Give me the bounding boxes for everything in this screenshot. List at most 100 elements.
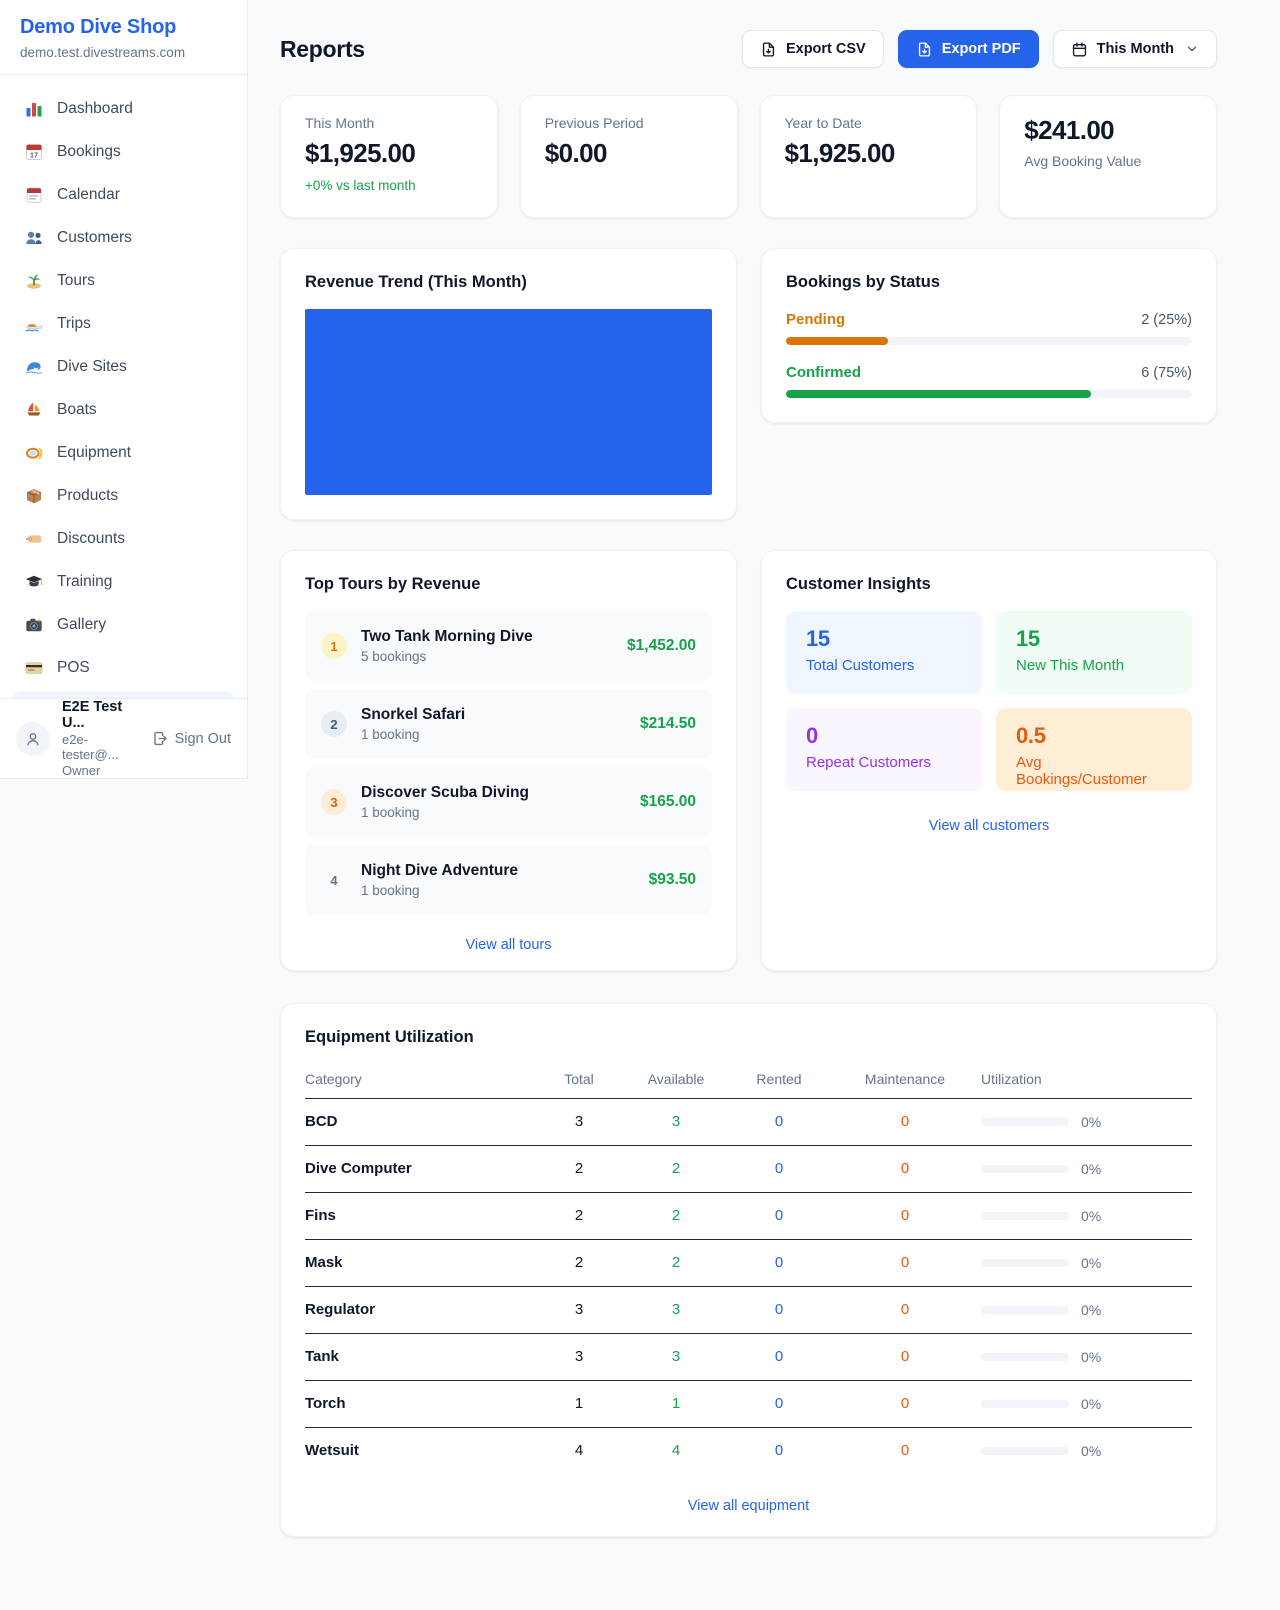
export-pdf-button[interactable]: Export PDF <box>897 30 1039 68</box>
tour-name: Discover Scuba Diving <box>361 784 529 801</box>
brand: Demo Dive Shop demo.test.divestreams.com <box>0 0 247 75</box>
status-label: Confirmed <box>786 364 861 381</box>
icon-discounts <box>24 529 44 549</box>
equipment-row-bcd: BCD 3 3 0 0 0% <box>305 1098 1192 1146</box>
sidebar-item-label: Customers <box>57 229 132 246</box>
top-tours-card: Top Tours by Revenue 1 Two Tank Morning … <box>280 550 737 971</box>
sidebar-item-gallery[interactable]: Gallery <box>12 605 235 645</box>
stat-value: $1,925.00 <box>305 138 416 168</box>
equipment-maintenance: 0 <box>829 1145 981 1193</box>
view-all-equipment-link[interactable]: View all equipment <box>687 1498 810 1514</box>
equipment-maintenance: 0 <box>829 1192 981 1240</box>
stat-card-avg-booking-value: $241.00 Avg Booking Value <box>999 95 1217 218</box>
insight-tile-repeat-customers: 0 Repeat Customers <box>786 708 982 791</box>
icon-dashboard <box>24 99 44 119</box>
stat-label: Year to Date <box>784 115 862 131</box>
insight-value: 0.5 <box>1016 723 1046 748</box>
stat-value: $0.00 <box>544 138 608 168</box>
insight-tile-new-this-month: 15 New This Month <box>996 611 1192 694</box>
col-header-category: Category <box>305 1063 535 1099</box>
sidebar-item-products[interactable]: Products <box>12 476 235 516</box>
insight-value: 15 <box>1016 626 1040 651</box>
sidebar-item-label: Dashboard <box>57 100 133 117</box>
equipment-available: 1 <box>623 1380 729 1428</box>
equipment-utilization-title: Equipment Utilization <box>305 1028 474 1046</box>
stat-card-previous-period: Previous Period $0.00 <box>519 95 738 218</box>
insight-value: 15 <box>806 626 830 651</box>
sidebar-item-label: Discounts <box>57 530 126 547</box>
sidebar-nav: Dashboard 17 Bookings Calendar Customers… <box>0 75 247 688</box>
sidebar-item-bookings[interactable]: 17 Bookings <box>12 132 235 172</box>
utilization-percent: 0% <box>1081 1395 1102 1412</box>
period-dropdown[interactable]: This Month <box>1052 30 1217 68</box>
sidebar-item-equipment[interactable]: Equipment <box>12 433 235 473</box>
sidebar-item-calendar[interactable]: Calendar <box>12 175 235 215</box>
equipment-utilization-card: Equipment Utilization Category Total Ava… <box>280 1003 1217 1537</box>
tour-name: Snorkel Safari <box>361 706 466 723</box>
equipment-maintenance: 0 <box>900 1442 910 1459</box>
status-bar-fill <box>786 390 1091 398</box>
bookings-by-status-title: Bookings by Status <box>786 273 941 291</box>
sidebar-item-customers[interactable]: Customers <box>12 218 235 258</box>
equipment-rented: 0 <box>729 1145 829 1193</box>
sign-out-button[interactable]: Sign Out <box>152 730 231 747</box>
stat-card-this-month: This Month $1,925.00 +0% vs last month <box>280 95 498 218</box>
view-all-tours-link[interactable]: View all tours <box>465 937 552 953</box>
col-header-rented: Rented <box>729 1063 829 1099</box>
sidebar-item-discounts[interactable]: Discounts <box>12 519 235 559</box>
user-role: Owner <box>62 763 101 778</box>
sidebar-item-label: Trips <box>57 315 91 332</box>
tour-row-two-tank-morning-dive: 1 Two Tank Morning Dive 5 bookings $1,45… <box>305 611 712 681</box>
user-email: e2e-tester@... <box>62 732 119 762</box>
icon-calendar <box>24 185 44 205</box>
sidebar-item-dive-sites[interactable]: Dive Sites <box>12 347 235 387</box>
equipment-maintenance: 0 <box>829 1333 981 1381</box>
sidebar-item-label: Gallery <box>57 616 107 633</box>
view-all-customers-link[interactable]: View all customers <box>928 818 1050 834</box>
equipment-rented: 0 <box>729 1192 829 1240</box>
equipment-category: Fins <box>305 1192 535 1240</box>
equipment-total: 3 <box>535 1286 623 1334</box>
customer-insights-title: Customer Insights <box>786 575 931 593</box>
equipment-maintenance: 0 <box>829 1286 981 1334</box>
equipment-available: 3 <box>623 1098 729 1146</box>
stat-cards: This Month $1,925.00 +0% vs last month P… <box>280 95 1217 218</box>
equipment-available: 4 <box>671 1442 681 1459</box>
col-header-maintenance: Maintenance <box>829 1063 981 1099</box>
equipment-row-dive-computer: Dive Computer 2 2 0 0 0% <box>305 1145 1192 1193</box>
sidebar-item-trips[interactable]: Trips <box>12 304 235 344</box>
equipment-row-mask: Mask 2 2 0 0 0% <box>305 1239 1192 1287</box>
utilization-bar <box>981 1352 1069 1361</box>
export-csv-button[interactable]: Export CSV <box>741 30 884 68</box>
customer-insights-card: Customer Insights 15 Total Customers 15 … <box>761 550 1217 971</box>
sidebar-item-pos[interactable]: POS <box>12 648 235 688</box>
status-row-confirmed: Confirmed 6 (75%) <box>786 364 1192 398</box>
chevron-down-icon <box>1185 42 1199 56</box>
stat-delta: +0% vs last month <box>305 178 416 193</box>
sidebar-item-training[interactable]: Training <box>12 562 235 602</box>
sidebar-item-boats[interactable]: Boats <box>12 390 235 430</box>
utilization-percent: 0% <box>1081 1113 1102 1130</box>
status-bar-track <box>786 337 1192 345</box>
utilization-bar <box>981 1399 1069 1408</box>
equipment-row-fins: Fins 2 2 0 0 0% <box>305 1192 1192 1240</box>
avatar <box>16 721 50 756</box>
equipment-table: Category Total Available Rented Maintena… <box>305 1063 1192 1474</box>
status-row-pending: Pending 2 (25%) <box>786 311 1192 345</box>
icon-bookings: 17 <box>24 142 44 162</box>
page-title: Reports <box>280 35 365 62</box>
equipment-available: 2 <box>623 1145 729 1193</box>
sidebar-item-dashboard[interactable]: Dashboard <box>12 89 235 129</box>
tour-bookings: 1 booking <box>361 805 420 820</box>
utilization-bar <box>981 1305 1069 1314</box>
insight-label: Avg Bookings/Customer <box>1016 754 1147 788</box>
stat-card-year-to-date: Year to Date $1,925.00 <box>759 95 978 218</box>
rank-badge: 3 <box>321 789 347 815</box>
tour-name: Night Dive Adventure <box>361 862 519 879</box>
insight-label: New This Month <box>1016 657 1125 674</box>
top-tours-title: Top Tours by Revenue <box>305 575 481 593</box>
tour-bookings: 5 bookings <box>361 649 427 664</box>
sidebar-item-tours[interactable]: Tours <box>12 261 235 301</box>
utilization-bar <box>981 1211 1069 1220</box>
stat-label: This Month <box>305 115 375 131</box>
